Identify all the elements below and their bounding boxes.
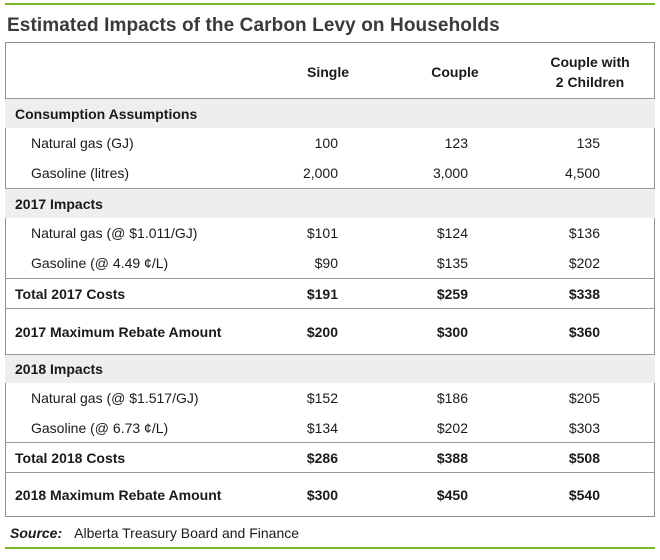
source-note: Source: Alberta Treasury Board and Financ… [10,525,299,541]
total-label: Total 2018 Costs [15,449,126,466]
column-header-line-2: 2 Children [555,74,625,90]
rebate-row: 2017 Maximum Rebate Amount $200 $300 $36… [5,309,655,354]
value-couple: $124 [436,225,468,241]
top-accent-rule [5,3,655,5]
total-row: Total 2017 Costs $191 $259 $338 [5,278,655,309]
page-title: Estimated Impacts of the Carbon Levy on … [7,15,500,36]
section-heading: 2017 Impacts [15,195,103,212]
table-row: Natural gas (@ $1.517/GJ) $152 $186 $205 [5,383,655,413]
value-couple: $135 [436,255,468,271]
total-single: $191 [306,285,338,302]
column-header-couple: Couple [431,64,479,80]
bottom-accent-rule [5,547,655,549]
table-row: Gasoline (@ 6.73 ¢/L) $134 $202 $303 [5,413,655,442]
section-heading: 2018 Impacts [15,361,103,377]
row-label: Natural gas (@ $1.517/GJ) [31,390,199,406]
value-single: $90 [314,255,338,271]
value-couple: 3,000 [432,165,468,181]
value-single: 2,000 [302,165,338,181]
rebate-label: 2018 Maximum Rebate Amount [15,487,222,503]
rebate-label: 2017 Maximum Rebate Amount [15,323,222,340]
column-header-single: Single [306,64,349,80]
column-header-line-1: Couple with [550,54,630,70]
value-single: $134 [306,419,338,436]
value-couple-children: 135 [576,135,600,151]
value-couple-children: $202 [568,255,600,271]
source-label: Source: [10,525,63,541]
total-row: Total 2018 Costs $286 $388 $508 [5,442,655,473]
total-label: Total 2017 Costs [15,285,126,302]
row-label: Natural gas (@ $1.011/GJ) [31,225,198,241]
table-row: Gasoline (litres) 2,000 3,000 4,500 [5,158,655,188]
table-frame [5,42,655,517]
rebate-single: $300 [306,487,338,503]
table-row: Natural gas (@ $1.011/GJ) $101 $124 $136 [5,218,655,248]
rebate-single: $200 [306,323,338,340]
row-label: Gasoline (@ 6.73 ¢/L) [31,419,169,436]
source-text: Alberta Treasury Board and Finance [74,525,300,541]
rebate-row: 2018 Maximum Rebate Amount $300 $450 $54… [5,473,655,517]
value-couple-children: $136 [568,225,600,241]
column-header-couple-with-children: Couple with 2 Children [530,52,650,92]
table-row: Natural gas (GJ) 100 123 135 [5,128,655,158]
value-couple: $202 [436,419,468,436]
value-couple-children: $303 [568,419,600,436]
rebate-couple: $300 [436,323,468,340]
rebate-couple-children: $360 [568,323,600,340]
value-single: 100 [314,135,338,151]
row-label: Gasoline (@ 4.49 ¢/L) [31,255,169,271]
value-couple-children: $205 [568,390,600,406]
total-couple-children: $338 [568,285,600,302]
row-label: Gasoline (litres) [31,165,130,181]
rebate-couple: $450 [436,487,468,503]
value-single: $152 [306,390,338,406]
value-couple: $186 [436,390,468,406]
value-couple-children: 4,500 [564,165,600,181]
total-couple-children: $508 [568,449,600,466]
section-heading-row: 2018 Impacts [5,354,655,383]
table-row: Gasoline (@ 4.49 ¢/L) $90 $135 $202 [5,248,655,278]
rebate-couple-children: $540 [568,487,600,503]
section-heading-row: 2017 Impacts [5,188,655,218]
total-couple: $388 [436,449,468,466]
value-single: $101 [306,225,338,241]
total-couple: $259 [436,285,468,302]
total-single: $286 [306,449,338,466]
value-couple: 123 [444,135,468,151]
section-heading: Consumption Assumptions [15,105,198,122]
row-label: Natural gas (GJ) [31,135,134,151]
section-heading-row: Consumption Assumptions [5,98,655,128]
